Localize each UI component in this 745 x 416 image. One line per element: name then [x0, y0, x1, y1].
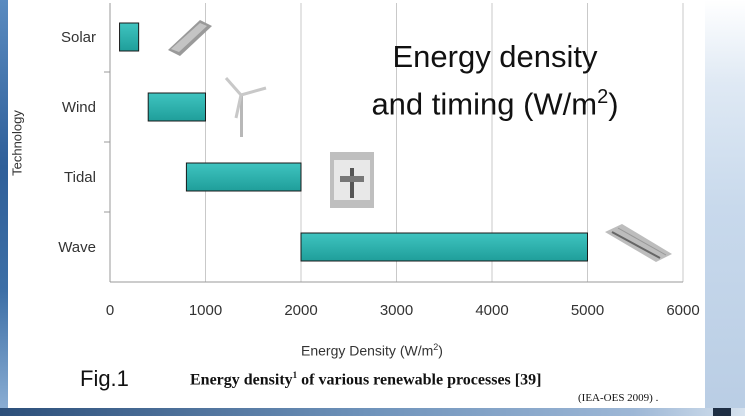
wind-turbine-image — [224, 77, 267, 137]
slide-left-edge — [0, 0, 8, 416]
x-tick-label: 3000 — [380, 302, 413, 319]
x-tick-label: 4000 — [475, 302, 508, 319]
category-label-tidal: Tidal — [64, 169, 96, 186]
x-tick-label: 2000 — [284, 302, 317, 319]
overlay-line-1: Energy density — [392, 39, 598, 74]
x-tick-label: 5000 — [571, 302, 604, 319]
x-tick-label: 0 — [106, 302, 114, 319]
figure-label: Fig.1 — [80, 366, 129, 391]
bar-wave — [300, 232, 588, 262]
bar-tidal — [185, 162, 302, 192]
solar-panel-image — [168, 20, 212, 56]
slide-bottom-edge — [0, 408, 745, 416]
slide-right-edge — [705, 0, 745, 416]
x-tick-label: 1000 — [189, 302, 222, 319]
category-label-solar: Solar — [61, 29, 96, 46]
x-axis-title: Energy Density (W/m2) — [301, 342, 443, 359]
chart-axes — [104, 3, 683, 283]
wave-device-image — [605, 224, 672, 262]
chart-bars — [119, 22, 588, 262]
chart-labels: 0 1000 2000 3000 4000 5000 6000 Solar Wind Tidal W… — [58, 29, 699, 319]
figure-caption: Energy density1 of various renewable pro… — [190, 370, 542, 389]
category-label-wind: Wind — [62, 99, 96, 116]
x-tick-label: 6000 — [666, 302, 699, 319]
bar-wind — [147, 92, 206, 122]
overlay-title: Energy density and timing (W/m2) — [330, 36, 660, 124]
category-label-wave: Wave — [58, 239, 96, 256]
slide-corner-button — [713, 408, 731, 416]
y-axis-title: Technology — [9, 110, 25, 176]
figure-source: (IEA-OES 2009) . — [578, 392, 659, 404]
bar-solar — [119, 22, 140, 52]
tidal-turbine-image — [330, 152, 374, 208]
overlay-line-2: and timing (W/m2) — [371, 86, 619, 122]
